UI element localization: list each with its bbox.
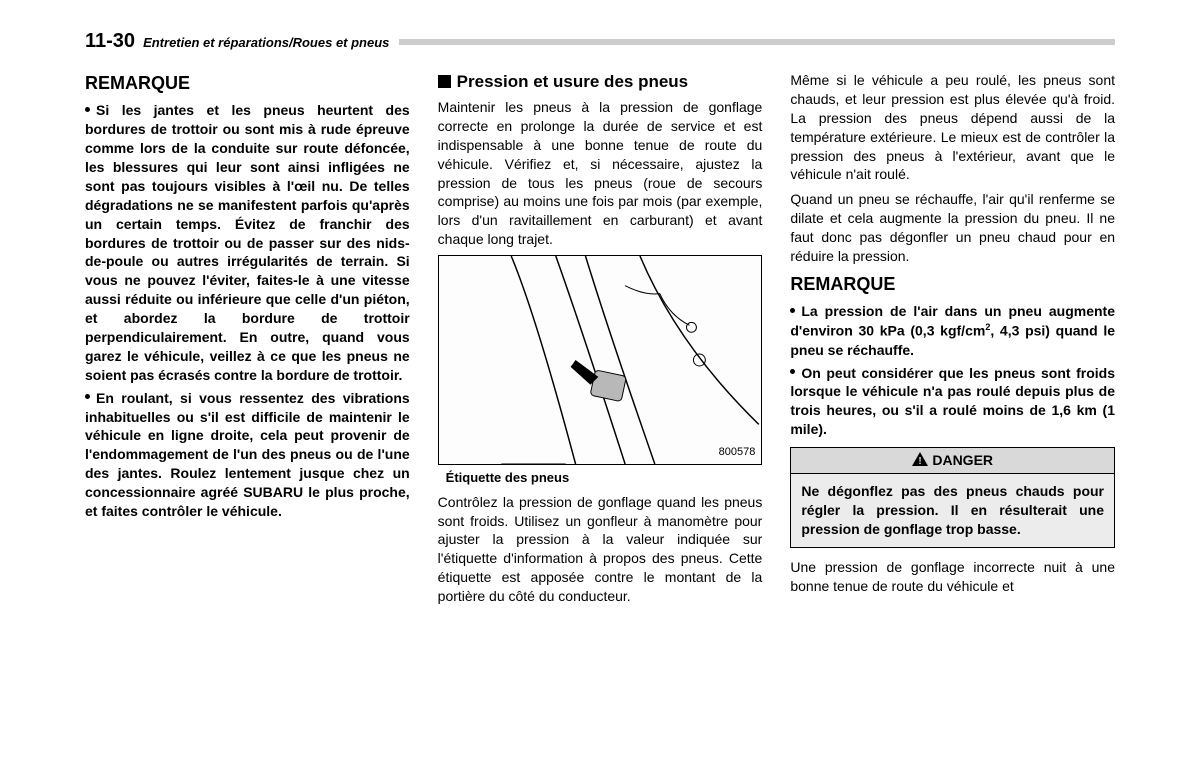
- remarque-bullet-1: Si les jantes et les pneus heurtent des …: [85, 101, 410, 384]
- figure-number: 800578: [719, 445, 756, 460]
- warning-triangle-icon: !: [912, 452, 928, 471]
- para-temp-1: Même si le véhicule a peu roulé, les pne…: [790, 71, 1115, 184]
- bullet-icon: [85, 107, 90, 112]
- para-final: Une pression de gonflage incorrecte nuit…: [790, 558, 1115, 596]
- door-pillar-illustration: [439, 256, 762, 464]
- header-rule: [399, 39, 1115, 45]
- danger-box-header: ! DANGER: [790, 447, 1115, 474]
- bullet-icon: [790, 369, 795, 374]
- page-header: 11-30 Entretien et réparations/Roues et …: [85, 30, 1115, 53]
- bullet-icon: [790, 308, 795, 313]
- column-3: Même si le véhicule a peu roulé, les pne…: [790, 71, 1115, 612]
- para-temp-2: Quand un pneu se réchauffe, l'air qu'il …: [790, 190, 1115, 266]
- bullet-icon: [85, 394, 90, 399]
- page-number: 11-30: [85, 30, 135, 53]
- para-pression-1: Maintenir les pneus à la pression de gon…: [438, 98, 763, 249]
- section-heading-pression: Pression et usure des pneus: [438, 71, 763, 94]
- svg-text:!: !: [919, 456, 922, 466]
- remarque2-bullet-2: On peut considérer que les pneus sont fr…: [790, 364, 1115, 440]
- tire-label-figure: 800578: [438, 255, 763, 465]
- breadcrumb: Entretien et réparations/Roues et pneus: [143, 35, 389, 50]
- bullet-text: On peut considérer que les pneus sont fr…: [790, 365, 1115, 438]
- square-icon: [438, 75, 451, 88]
- remarque2-bullet-1: La pression de l'air dans un pneu augmen…: [790, 302, 1115, 359]
- figure-caption: Étiquette des pneus: [446, 469, 763, 487]
- danger-label: DANGER: [932, 452, 993, 468]
- remarque-heading: REMARQUE: [85, 71, 410, 95]
- bullet-text: En roulant, si vous ressentez des vibrat…: [85, 390, 410, 519]
- bullet-text: Si les jantes et les pneus heurtent des …: [85, 102, 410, 382]
- para-pression-2: Contrôlez la pression de gonflage quand …: [438, 493, 763, 606]
- remarque-bullet-2: En roulant, si vous ressentez des vibrat…: [85, 389, 410, 521]
- remarque-heading-2: REMARQUE: [790, 272, 1115, 296]
- column-2: Pression et usure des pneus Maintenir le…: [438, 71, 763, 612]
- column-1: REMARQUE Si les jantes et les pneus heur…: [85, 71, 410, 612]
- section-title: Pression et usure des pneus: [457, 72, 688, 91]
- danger-box-body: Ne dégonflez pas des pneus chauds pour r…: [790, 474, 1115, 548]
- content-columns: REMARQUE Si les jantes et les pneus heur…: [85, 71, 1115, 612]
